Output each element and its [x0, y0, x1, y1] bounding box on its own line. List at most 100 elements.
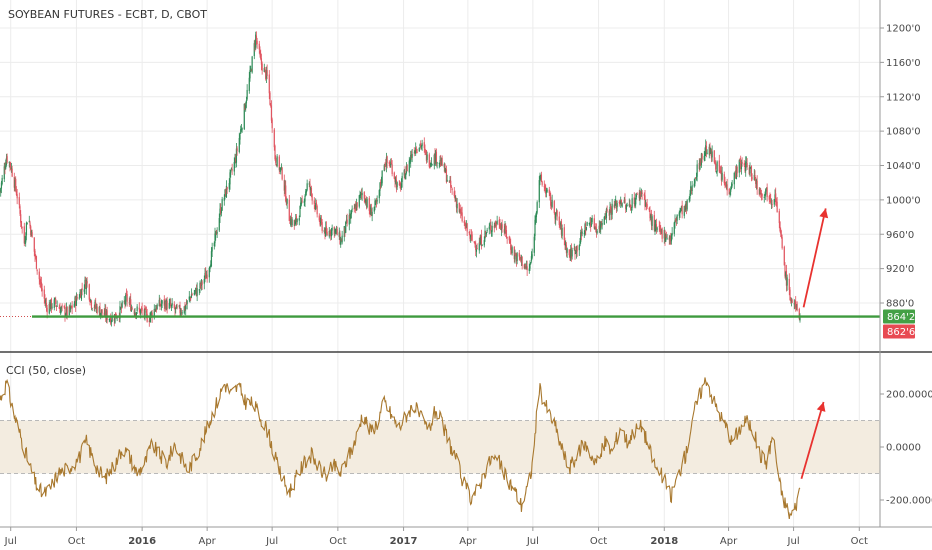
- candle-body: [228, 183, 230, 189]
- candle-body: [295, 216, 298, 222]
- candle-body: [138, 307, 140, 310]
- x-tick-label: 2016: [128, 536, 156, 547]
- candle-body: [300, 200, 303, 205]
- candle-body: [356, 202, 358, 208]
- candle-body: [268, 74, 270, 94]
- candle-body: [301, 200, 303, 202]
- candle-body: [484, 230, 486, 239]
- candle-body: [65, 307, 68, 315]
- candle-body: [658, 225, 660, 227]
- candle-body: [214, 233, 216, 244]
- candle-body: [521, 256, 523, 266]
- candle-body: [175, 305, 178, 309]
- candle-body: [435, 151, 438, 164]
- candle-body: [665, 236, 668, 238]
- candle-body: [595, 226, 597, 228]
- candle-body: [114, 314, 116, 323]
- candle-body: [304, 195, 306, 202]
- candle-body: [208, 268, 210, 278]
- candle-body: [520, 256, 523, 261]
- candle-body: [685, 203, 687, 210]
- candle-body: [323, 230, 325, 232]
- x-tick-label: Apr: [459, 536, 477, 547]
- candle-body: [20, 221, 23, 227]
- candle-body: [516, 253, 518, 261]
- candle-body: [355, 206, 357, 211]
- candle-body: [655, 224, 658, 229]
- candle-body: [13, 176, 15, 188]
- candle-body: [495, 221, 497, 225]
- candle-body: [400, 183, 403, 188]
- candle-body: [438, 162, 440, 164]
- candle-body: [430, 163, 432, 167]
- candle-body: [628, 204, 630, 206]
- candle-body: [759, 189, 761, 194]
- candle-body: [86, 281, 88, 284]
- candle-body: [195, 287, 197, 291]
- candle-body: [103, 312, 105, 316]
- candle-body: [413, 152, 415, 154]
- candle-body: [538, 180, 540, 203]
- candle-body: [681, 205, 683, 215]
- candle-body: [693, 183, 695, 187]
- candle-body: [565, 245, 568, 254]
- candle-body: [404, 171, 406, 180]
- candle-body: [333, 226, 335, 235]
- cci-series-line: [0, 377, 801, 519]
- candle-body: [503, 229, 505, 233]
- candle-body: [721, 172, 723, 180]
- candle-body: [744, 166, 746, 172]
- candle-body: [465, 224, 467, 229]
- candle-body: [605, 208, 608, 219]
- candle-body: [418, 147, 420, 152]
- candle-body: [781, 237, 783, 249]
- candle-body: [785, 270, 788, 286]
- candle-body: [329, 232, 331, 235]
- candle-body: [1, 177, 3, 185]
- candle-body: [48, 303, 50, 314]
- candle-body: [269, 92, 271, 105]
- candle-body: [696, 164, 698, 177]
- candle-body: [85, 280, 87, 289]
- candle-body: [784, 265, 786, 277]
- candle-body: [776, 201, 778, 213]
- candle-body: [111, 316, 113, 322]
- candle-body: [156, 304, 158, 309]
- candle-body: [435, 151, 437, 164]
- candle-body: [379, 182, 381, 191]
- candle-body: [426, 154, 428, 160]
- candle-body: [425, 150, 428, 161]
- y-axis-labels: 1200'0 1160'0 1120'0 1080'0 1040'0 1000'0 960'…: [880, 24, 932, 507]
- candle-body: [671, 232, 673, 236]
- candle-body: [359, 194, 361, 196]
- candle-body: [231, 169, 233, 171]
- candle-body: [523, 264, 525, 269]
- candle-body: [55, 299, 57, 304]
- candle-body: [468, 231, 470, 234]
- candle-body: [210, 264, 212, 268]
- candle-body: [475, 246, 477, 251]
- candle-body: [125, 293, 128, 295]
- candle-body: [551, 199, 553, 207]
- candle-body: [30, 230, 33, 237]
- candle-body: [189, 297, 191, 298]
- candle-body: [36, 269, 38, 272]
- candle-body: [714, 162, 716, 165]
- candle-body: [480, 236, 482, 245]
- candle-body: [638, 192, 640, 199]
- candle-body: [546, 189, 548, 192]
- candle-body: [373, 206, 375, 212]
- candle-body: [8, 162, 10, 163]
- candle-body: [246, 89, 248, 100]
- candle-body: [789, 289, 791, 301]
- candle-body: [368, 198, 370, 211]
- candle-body: [206, 274, 208, 279]
- candle-body: [244, 105, 246, 110]
- candle-body: [434, 154, 436, 163]
- candle-body: [585, 225, 587, 232]
- candle-body: [260, 58, 263, 65]
- candle-body: [248, 77, 250, 91]
- candle-body: [21, 226, 23, 228]
- candle-body: [351, 208, 353, 210]
- candle-body: [416, 151, 418, 153]
